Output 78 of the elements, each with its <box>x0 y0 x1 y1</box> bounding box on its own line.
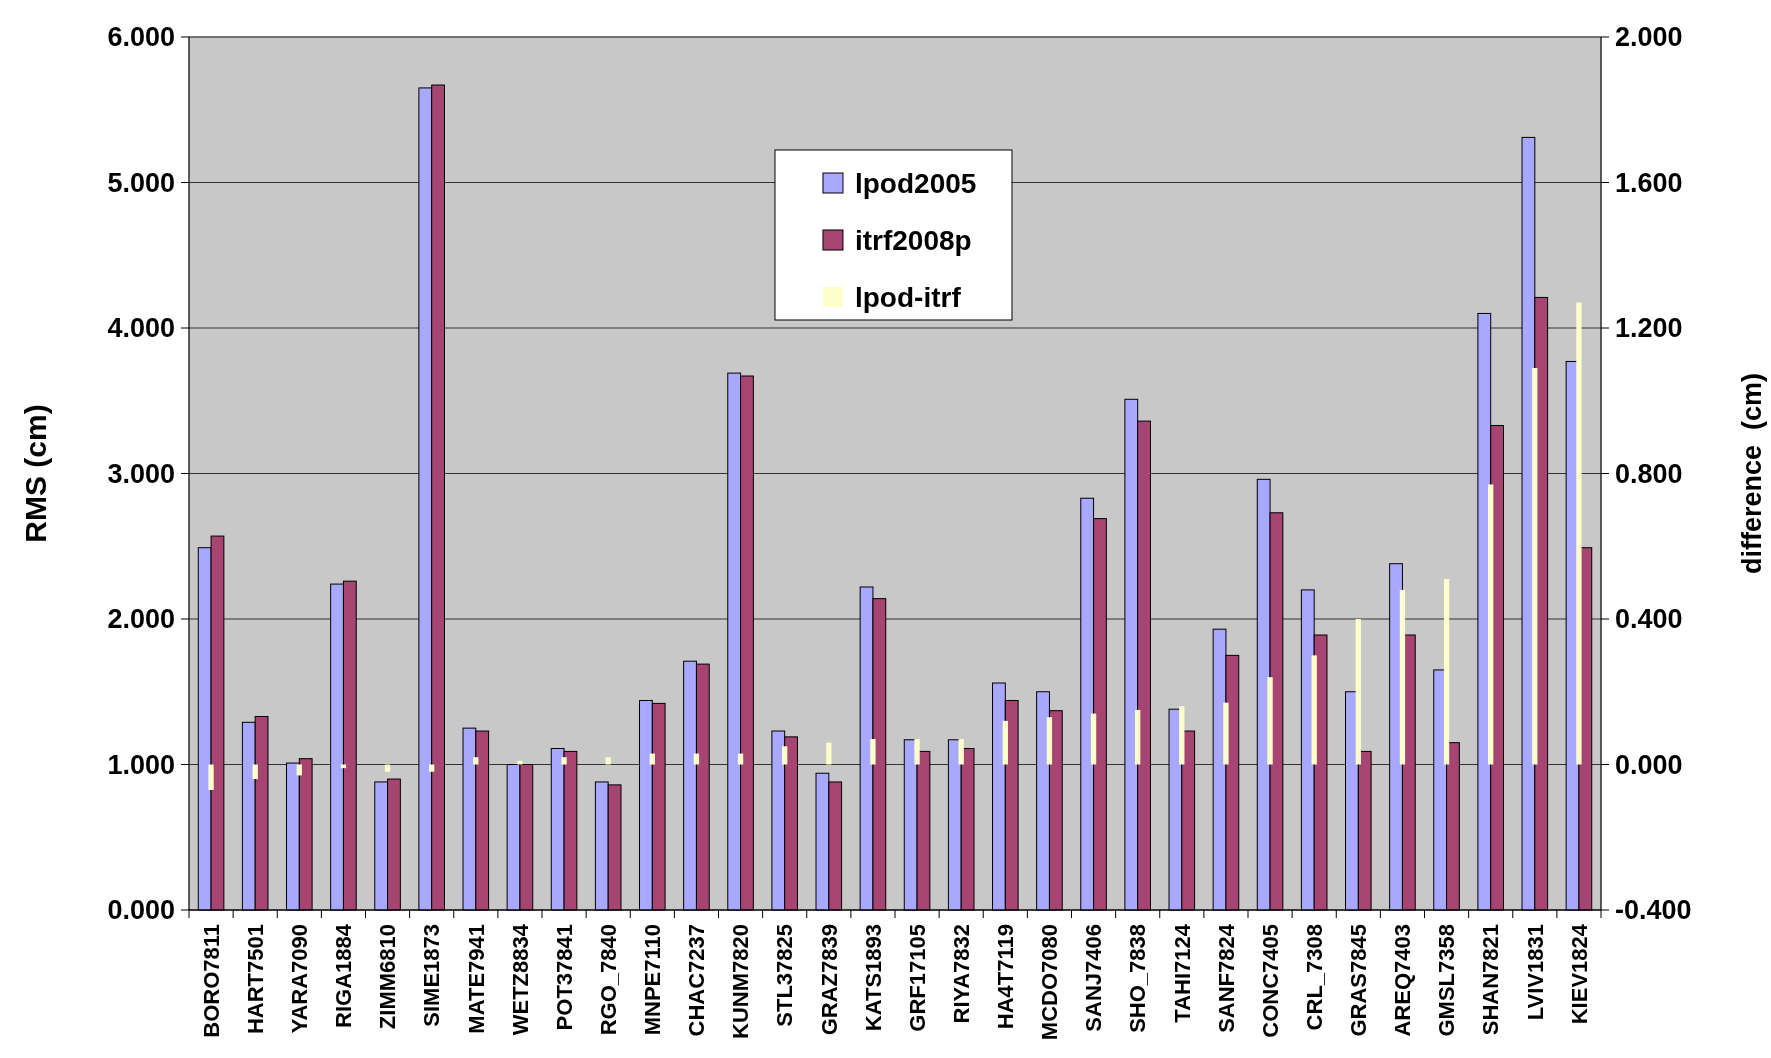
bar <box>1046 717 1053 765</box>
y-tick-label: 4.000 <box>107 313 175 344</box>
x-tick-label: GRAZ7839 <box>816 924 842 1036</box>
y-axis-title: RMS (cm) <box>19 404 52 543</box>
bar <box>958 739 964 765</box>
bar <box>649 753 655 765</box>
bar <box>384 764 391 772</box>
x-tick-label: MNPE7110 <box>640 924 666 1036</box>
bar <box>1090 713 1097 765</box>
y-tick-label: 2.000 <box>107 604 175 635</box>
x-tick-label: ZIMM6810 <box>375 924 401 1030</box>
bar <box>1399 589 1406 765</box>
y2-tick-label: 1.600 <box>1615 167 1683 198</box>
x-tick-label: YARA7090 <box>287 924 313 1034</box>
x-tick-label: GMSL7358 <box>1434 924 1460 1037</box>
x-tick-label: TAHI7124 <box>1169 923 1195 1023</box>
x-tick-label: RIYA7832 <box>948 924 974 1024</box>
y2-tick-label: 1.200 <box>1615 313 1683 344</box>
x-tick-label: POT37841 <box>551 924 577 1031</box>
x-tick-label: RIGA1884 <box>331 923 357 1028</box>
bar <box>1223 702 1229 765</box>
x-tick-label: CRL_7308 <box>1301 924 1327 1031</box>
bar <box>517 760 523 765</box>
x-tick-label: MCDO7080 <box>1037 924 1063 1041</box>
bar <box>870 739 876 765</box>
x-tick-label: SANJ7406 <box>1081 924 1107 1032</box>
y-tick-label: 1.000 <box>107 749 175 780</box>
x-tick-label: SHAN7821 <box>1478 924 1504 1036</box>
bar <box>914 739 920 765</box>
x-tick-label: BORO7811 <box>198 924 224 1038</box>
x-tick-label: WETZ8834 <box>507 923 533 1036</box>
y-tick-label: 3.000 <box>107 458 175 489</box>
y2-tick-label: 0.800 <box>1615 458 1683 489</box>
x-tick-label: HA4T7119 <box>993 924 1019 1030</box>
y2-tick-label: -0.400 <box>1615 895 1692 926</box>
bar <box>782 746 788 765</box>
bar <box>208 764 214 790</box>
bar <box>1488 484 1494 765</box>
bar <box>252 764 258 780</box>
y-tick-label: 0.000 <box>107 895 175 926</box>
y2-tick-label: 2.000 <box>1615 22 1683 53</box>
bar <box>1532 368 1538 765</box>
bar <box>473 757 479 765</box>
bar <box>1135 709 1141 765</box>
bar <box>561 757 567 765</box>
x-tick-label: SIME1873 <box>419 924 445 1027</box>
legend-label: itrf2008p <box>854 224 972 256</box>
y2-tick-label: 0.000 <box>1615 749 1683 780</box>
bar <box>826 742 832 765</box>
bar <box>737 753 744 765</box>
y2-tick-label: 0.400 <box>1615 604 1683 635</box>
x-tick-label: AREQ7403 <box>1390 924 1416 1037</box>
y-tick-label: 6.000 <box>107 22 175 53</box>
x-tick-label: KUNM7820 <box>728 924 754 1039</box>
x-tick-label: CONC7405 <box>1257 924 1283 1038</box>
y-tick-label: 5.000 <box>107 167 175 198</box>
y2-axis-title: difference (cm) <box>1737 372 1767 575</box>
x-tick-label: MATE7941 <box>463 924 489 1034</box>
x-tick-label: KATS1893 <box>860 924 886 1032</box>
x-tick-label: LVIV1831 <box>1522 924 1548 1021</box>
x-tick-label: GRAS7845 <box>1346 924 1372 1037</box>
x-tick-label: GRF17105 <box>904 924 930 1032</box>
bar <box>429 764 435 772</box>
bar <box>693 753 700 765</box>
x-tick-label: CHAC7237 <box>684 924 710 1037</box>
x-tick-label: STL37825 <box>772 924 798 1027</box>
x-tick-label: HART7501 <box>242 924 268 1035</box>
bar <box>1311 655 1317 765</box>
legend-label: lpod2005 <box>854 167 977 199</box>
bar <box>1179 706 1185 765</box>
bar <box>605 757 611 765</box>
x-tick-label: RGO_7840 <box>595 924 621 1036</box>
bar <box>1002 720 1008 765</box>
x-tick-label: SHO_7838 <box>1125 924 1151 1033</box>
x-tick-label: SANF7824 <box>1213 923 1239 1033</box>
x-tick-label: KIEV1824 <box>1566 923 1592 1025</box>
bar <box>1267 677 1273 765</box>
legend-label: lpod-itrf <box>854 281 962 313</box>
